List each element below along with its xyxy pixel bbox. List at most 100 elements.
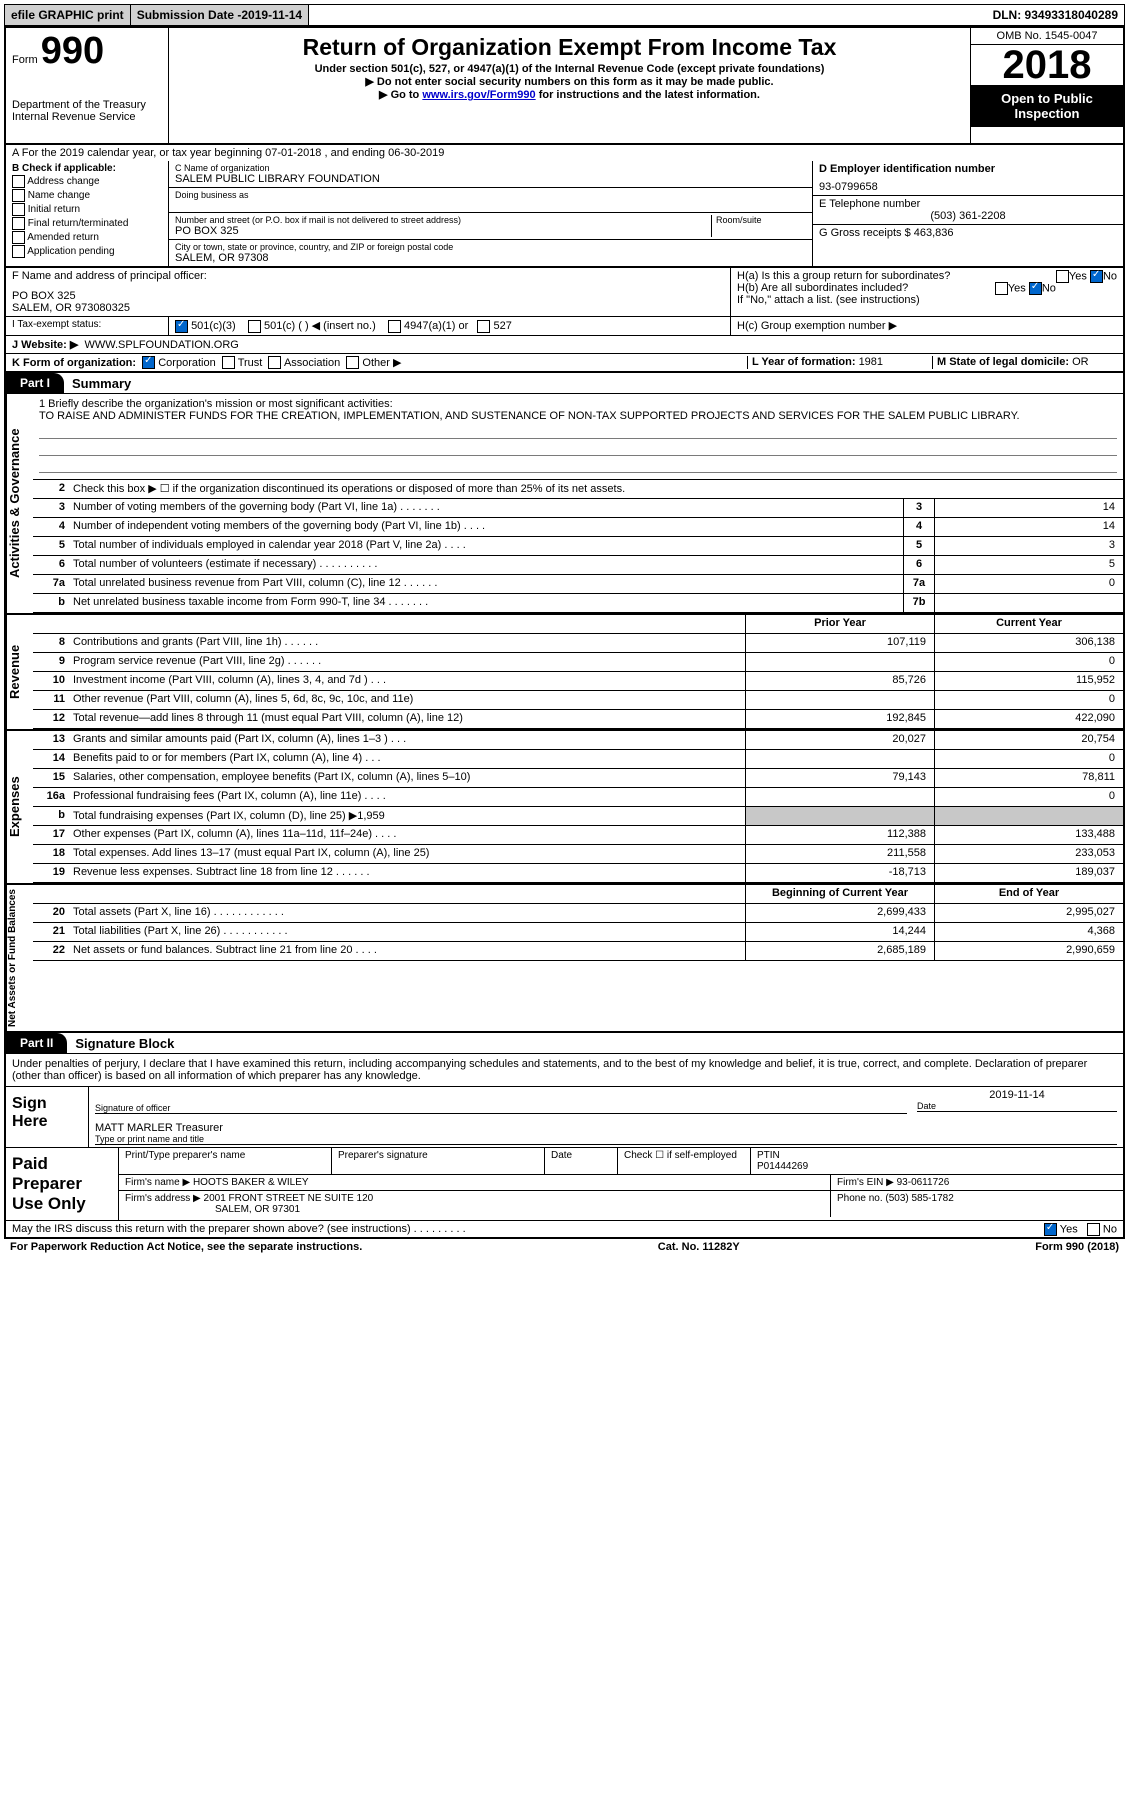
subtitle-2c: for instructions and the latest informat… — [539, 89, 760, 101]
dln: DLN: 93493318040289 — [987, 5, 1124, 25]
data-line: 9Program service revenue (Part VIII, lin… — [33, 653, 1123, 672]
form-title: Return of Organization Exempt From Incom… — [173, 34, 966, 61]
ptin-value: P01444269 — [757, 1161, 808, 1172]
h-c: H(c) Group exemption number ▶ — [730, 317, 1123, 335]
data-line: 10Investment income (Part VIII, column (… — [33, 672, 1123, 691]
part-1-tab: Part I — [6, 373, 64, 393]
ag-line: 7aTotal unrelated business revenue from … — [33, 575, 1123, 594]
city-state-zip: SALEM, OR 97308 — [175, 252, 806, 264]
form-label: Form — [12, 54, 38, 66]
prep-phone: (503) 585-1782 — [885, 1193, 953, 1204]
officer-name-label: Type or print name and title — [95, 1134, 1117, 1145]
sig-officer-line: Signature of officer — [95, 1103, 907, 1114]
firm-addr: 2001 FRONT STREET NE SUITE 120 — [204, 1193, 374, 1204]
data-line: 14Benefits paid to or for members (Part … — [33, 750, 1123, 769]
data-line: 18Total expenses. Add lines 13–17 (must … — [33, 845, 1123, 864]
data-line: bTotal fundraising expenses (Part IX, co… — [33, 807, 1123, 826]
current-year-header: Current Year — [934, 615, 1123, 633]
ag-line: 6Total number of volunteers (estimate if… — [33, 556, 1123, 575]
state-domicile-label: M State of legal domicile: — [937, 356, 1072, 368]
year-formation: 1981 — [859, 356, 883, 368]
firm-addr-label: Firm's address ▶ — [125, 1193, 201, 1204]
data-line: 13Grants and similar amounts paid (Part … — [33, 731, 1123, 750]
beginning-year-header: Beginning of Current Year — [745, 885, 934, 903]
street-address: PO BOX 325 — [175, 225, 711, 237]
corp-opt: Corporation — [158, 357, 215, 369]
prep-name-label: Print/Type preparer's name — [119, 1148, 332, 1174]
part-2-title: Signature Block — [67, 1036, 174, 1051]
room-label: Room/suite — [716, 215, 806, 225]
prep-date-label: Date — [545, 1148, 618, 1174]
form-footer: Form 990 (2018) — [1035, 1241, 1119, 1253]
declaration-text: Under penalties of perjury, I declare th… — [6, 1054, 1123, 1087]
subtitle-1: Under section 501(c), 527, or 4947(a)(1)… — [173, 63, 966, 75]
cat-no: Cat. No. 11282Y — [658, 1241, 740, 1253]
phone-label: E Telephone number — [819, 198, 1117, 210]
assoc-opt: Association — [284, 357, 340, 369]
paid-preparer-label: Paid Preparer Use Only — [6, 1148, 119, 1220]
h-a: H(a) Is this a group return for subordin… — [737, 270, 1117, 282]
h-b: H(b) Are all subordinates included? Yes … — [737, 282, 1117, 294]
data-line: 22Net assets or fund balances. Subtract … — [33, 942, 1123, 961]
trust-opt: Trust — [238, 357, 263, 369]
application-pending-opt[interactable]: Application pending — [27, 246, 114, 257]
address-change-opt[interactable]: Address change — [27, 176, 99, 187]
website-label: J Website: ▶ — [12, 339, 78, 351]
dba-label: Doing business as — [175, 190, 806, 200]
mission-text: TO RAISE AND ADMINISTER FUNDS FOR THE CR… — [39, 410, 1117, 422]
initial-return-opt[interactable]: Initial return — [28, 204, 80, 215]
side-net-assets: Net Assets or Fund Balances — [6, 885, 33, 1031]
discuss-question: May the IRS discuss this return with the… — [12, 1223, 466, 1235]
side-activities-governance: Activities & Governance — [6, 394, 33, 613]
ag-line: bNet unrelated business taxable income f… — [33, 594, 1123, 613]
ein-label: D Employer identification number — [819, 163, 1117, 175]
check-applicable-label: B Check if applicable: — [12, 163, 162, 174]
row-a: A For the 2019 calendar year, or tax yea… — [4, 145, 1125, 161]
data-line: 15Salaries, other compensation, employee… — [33, 769, 1123, 788]
sig-date: 2019-11-14 — [917, 1089, 1117, 1101]
city-label: City or town, state or province, country… — [175, 242, 806, 252]
firm-ein: 93-0611726 — [897, 1177, 950, 1188]
other-opt: Other ▶ — [362, 357, 401, 369]
year-formation-label: L Year of formation: — [752, 356, 859, 368]
side-expenses: Expenses — [6, 731, 33, 883]
ag-line: 4Number of independent voting members of… — [33, 518, 1123, 537]
527-opt: 527 — [493, 320, 511, 332]
self-employed-check[interactable]: Check ☐ if self-employed — [618, 1148, 751, 1174]
dept-label: Department of the Treasury Internal Reve… — [12, 99, 162, 123]
tax-year: 2018 — [971, 45, 1123, 85]
data-line: 20Total assets (Part X, line 16) . . . .… — [33, 904, 1123, 923]
phone-value: (503) 361-2208 — [819, 210, 1117, 222]
sign-here-label: Sign Here — [6, 1087, 89, 1147]
ag-line: 5Total number of individuals employed in… — [33, 537, 1123, 556]
addr-label: Number and street (or P.O. box if mail i… — [175, 215, 711, 225]
part-1-title: Summary — [64, 376, 131, 391]
officer-name: MATT MARLER Treasurer — [95, 1122, 1117, 1134]
firm-name-label: Firm's name ▶ — [125, 1177, 190, 1188]
tax-exempt-label: I Tax-exempt status: — [6, 317, 169, 335]
submission-date: Submission Date - 2019-11-14 — [131, 5, 309, 25]
data-line: 8Contributions and grants (Part VIII, li… — [33, 634, 1123, 653]
officer-label: F Name and address of principal officer: — [12, 270, 724, 282]
end-year-header: End of Year — [934, 885, 1123, 903]
name-change-opt[interactable]: Name change — [28, 190, 90, 201]
firm-name: HOOTS BAKER & WILEY — [193, 1177, 309, 1188]
data-line: 16aProfessional fundraising fees (Part I… — [33, 788, 1123, 807]
subtitle-2b: ▶ Go to — [379, 89, 422, 101]
ein-value: 93-0799658 — [819, 175, 1117, 193]
form-header: Form 990 Department of the Treasury Inte… — [4, 26, 1125, 145]
gross-receipts-value: 463,836 — [914, 227, 954, 239]
state-domicile: OR — [1072, 356, 1089, 368]
irs-link[interactable]: www.irs.gov/Form990 — [422, 89, 535, 101]
org-name-label: C Name of organization — [175, 163, 806, 173]
efile-print-button[interactable]: efile GRAPHIC print — [5, 5, 131, 25]
4947-opt: 4947(a)(1) or — [404, 320, 468, 332]
form-org-label: K Form of organization: — [12, 357, 136, 369]
data-line: 12Total revenue—add lines 8 through 11 (… — [33, 710, 1123, 729]
firm-city: SALEM, OR 97301 — [125, 1204, 300, 1215]
amended-return-opt[interactable]: Amended return — [27, 232, 99, 243]
501c3-opt: 501(c)(3) — [191, 320, 236, 332]
ag-line: 3Number of voting members of the governi… — [33, 499, 1123, 518]
final-return-opt[interactable]: Final return/terminated — [28, 218, 129, 229]
prep-sig-label: Preparer's signature — [332, 1148, 545, 1174]
